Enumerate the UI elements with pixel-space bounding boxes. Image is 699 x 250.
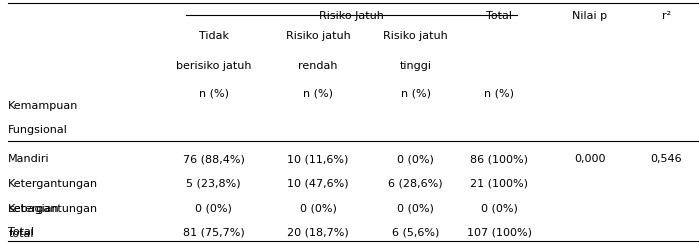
Text: tinggi: tinggi xyxy=(400,61,432,71)
Text: Mandiri: Mandiri xyxy=(8,154,50,164)
Text: berisiko jatuh: berisiko jatuh xyxy=(176,61,252,71)
Text: total: total xyxy=(8,228,34,237)
Text: Risiko jatuh: Risiko jatuh xyxy=(286,31,350,41)
Text: Risiko Jatuh: Risiko Jatuh xyxy=(319,11,384,21)
Text: 107 (100%): 107 (100%) xyxy=(467,226,532,236)
Text: Risiko jatuh: Risiko jatuh xyxy=(383,31,448,41)
Text: rendah: rendah xyxy=(298,61,338,71)
Text: Total: Total xyxy=(8,226,34,236)
Text: 0,000: 0,000 xyxy=(574,154,605,164)
Text: 0,546: 0,546 xyxy=(651,154,682,164)
Text: n (%): n (%) xyxy=(401,88,431,98)
Text: Kemampuan: Kemampuan xyxy=(8,100,79,110)
Text: 76 (88,4%): 76 (88,4%) xyxy=(183,154,245,164)
Text: Total: Total xyxy=(487,11,512,21)
Text: 6 (28,6%): 6 (28,6%) xyxy=(389,178,443,188)
Text: 21 (100%): 21 (100%) xyxy=(470,178,528,188)
Text: Ketergantungan: Ketergantungan xyxy=(8,203,99,213)
Text: n (%): n (%) xyxy=(484,88,514,98)
Text: n (%): n (%) xyxy=(303,88,333,98)
Text: 10 (11,6%): 10 (11,6%) xyxy=(287,154,349,164)
Text: Fungsional: Fungsional xyxy=(8,125,69,135)
Text: Nilai p: Nilai p xyxy=(572,11,607,21)
Text: n (%): n (%) xyxy=(199,88,229,98)
Text: 0 (0%): 0 (0%) xyxy=(397,203,434,213)
Text: 0 (0%): 0 (0%) xyxy=(481,203,518,213)
Text: Tidak: Tidak xyxy=(199,31,229,41)
Text: 0 (0%): 0 (0%) xyxy=(397,154,434,164)
Text: 0 (0%): 0 (0%) xyxy=(195,203,232,213)
Text: 5 (23,8%): 5 (23,8%) xyxy=(187,178,241,188)
Text: 6 (5,6%): 6 (5,6%) xyxy=(392,226,440,236)
Text: r²: r² xyxy=(662,11,671,21)
Text: sebagian: sebagian xyxy=(8,203,59,213)
Text: Ketergantungan: Ketergantungan xyxy=(8,178,99,188)
Text: 81 (75,7%): 81 (75,7%) xyxy=(183,226,245,236)
Text: 10 (47,6%): 10 (47,6%) xyxy=(287,178,349,188)
Text: 0 (0%): 0 (0%) xyxy=(300,203,337,213)
Text: 86 (100%): 86 (100%) xyxy=(470,154,528,164)
Text: 20 (18,7%): 20 (18,7%) xyxy=(287,226,349,236)
